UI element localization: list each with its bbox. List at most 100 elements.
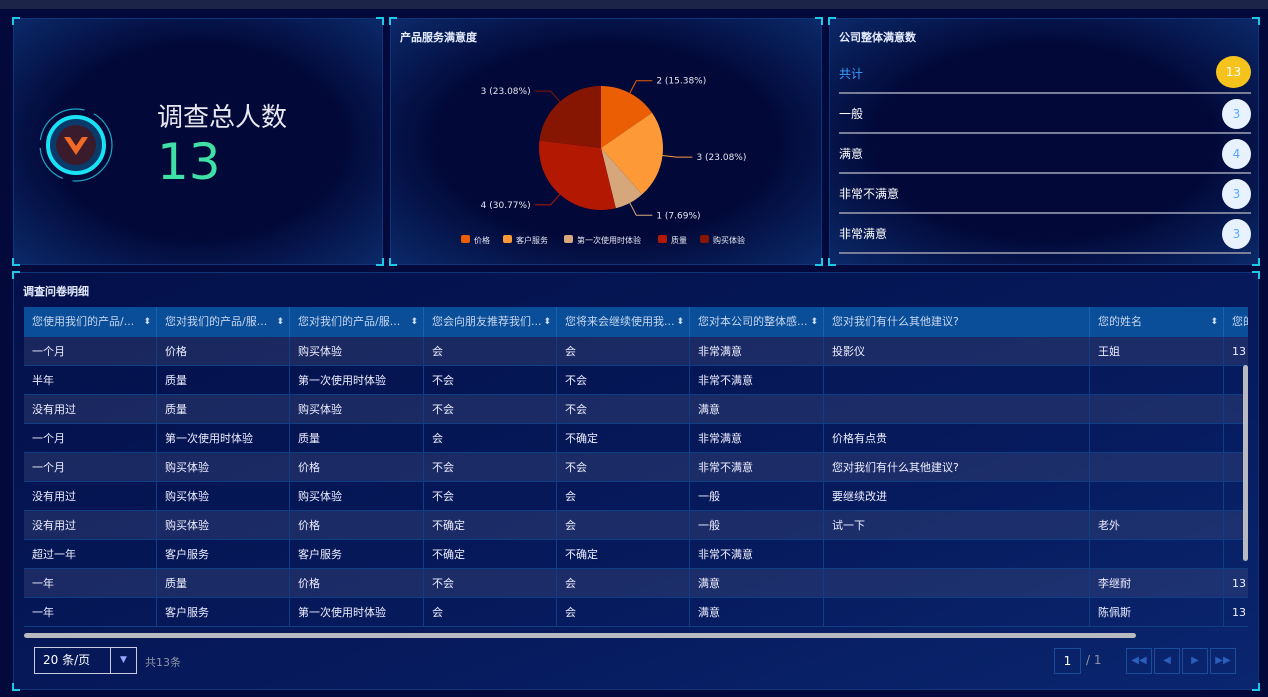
corner-decoration [1252, 258, 1260, 266]
last-page-icon[interactable]: ▶▶ [1210, 648, 1236, 674]
corner-decoration [376, 17, 384, 25]
current-page-input[interactable]: 1 [1054, 648, 1081, 674]
table-cell: 质量 [157, 395, 290, 424]
legend-swatch[interactable] [658, 235, 667, 243]
table-cell: 满意 [690, 395, 824, 424]
table-cell [824, 366, 1090, 395]
corner-decoration [828, 17, 836, 25]
pie-slice[interactable] [601, 148, 643, 209]
table-row[interactable]: 一个月 第一次使用时体验 质量会不确定 非常满意 价格有点贵 [24, 424, 1248, 453]
table-cell: 会 [557, 482, 690, 511]
page-size-value: 20 条/页 [43, 653, 91, 667]
legend-swatch[interactable] [461, 235, 470, 243]
sort-icon[interactable]: ⬍ [276, 317, 284, 327]
satisfaction-item: 非常满意 3 [839, 214, 1251, 254]
table-cell [1224, 366, 1248, 395]
table-cell: 第一次使用时体验 [290, 598, 424, 627]
next-page-icon[interactable]: ▶ [1182, 648, 1208, 674]
sort-icon[interactable]: ⬍ [1210, 317, 1218, 327]
legend-label[interactable]: 客户服务 [516, 235, 548, 245]
sort-icon[interactable]: ⬍ [676, 317, 684, 327]
table-cell [1224, 540, 1248, 569]
satisfaction-panel: 公司整体满意数 共计 13 一般 3 满意 4 非常不满意 3 非常满意 3 [828, 17, 1260, 266]
label-line [629, 202, 653, 216]
table-cell: 价格有点贵 [824, 424, 1090, 453]
table-row[interactable]: 没有用过 购买体验 价格 不确定会一般 试一下 老外 [24, 511, 1248, 540]
count-badge: 4 [1222, 139, 1251, 169]
sort-icon[interactable]: ⬍ [143, 317, 151, 327]
label-line [662, 154, 693, 158]
table-row[interactable]: 一年 客户服务 第一次使用时体验会会满意 陈佩斯 13 [24, 598, 1248, 627]
table-cell: 不会 [557, 395, 690, 424]
legend-label[interactable]: 质量 [671, 235, 687, 245]
prev-page-icon[interactable]: ◀ [1154, 648, 1180, 674]
satisfaction-item: 满意 4 [839, 134, 1251, 174]
table-row[interactable]: 没有用过 购买体验 购买体验 不会会一般 要继续改进 [24, 482, 1248, 511]
table-cell: 陈佩斯 [1090, 598, 1224, 627]
column-header[interactable]: 您对本公司的整体感... ⬍ [690, 307, 824, 337]
legend-swatch[interactable] [700, 235, 709, 243]
table-cell: 不会 [424, 366, 557, 395]
corner-decoration [376, 258, 384, 266]
satisfaction-title: 公司整体满意数 [839, 31, 916, 44]
legend-label[interactable]: 购买体验 [713, 235, 745, 245]
corner-decoration [12, 271, 20, 279]
pie-slice[interactable] [539, 86, 601, 148]
legend-swatch[interactable] [564, 235, 573, 243]
column-header[interactable]: 您对我们的产品/服... ⬍ [157, 307, 290, 337]
column-header[interactable]: 您的 [1224, 307, 1248, 337]
table-row[interactable]: 超过一年 客户服务 客户服务 不确定 不确定 非常不满意 [24, 540, 1248, 569]
column-header[interactable]: 您对我们有什么其他建议? [824, 307, 1090, 337]
table-cell: 会 [424, 598, 557, 627]
count-badge: 3 [1222, 99, 1251, 129]
horizontal-scrollbar[interactable] [24, 633, 1136, 638]
table-row[interactable]: 一年 质量 价格 不会会满意 李继耐 13 [24, 569, 1248, 598]
survey-table-panel: 调查问卷明细 您使用我们的产品/... ⬍ 您对我们的产品/服... ⬍ 您对我们的产品… [12, 271, 1260, 691]
column-header[interactable]: 您使用我们的产品/... ⬍ [24, 307, 157, 337]
table-title: 调查问卷明细 [23, 285, 89, 298]
column-header-label: 您的姓名 [1098, 315, 1142, 328]
data-label: 3 (23.08%) [481, 87, 531, 97]
column-header[interactable]: 您的姓名 ⬍ [1090, 307, 1224, 337]
pie-slice[interactable] [539, 140, 616, 211]
survey-table: 您使用我们的产品/... ⬍ 您对我们的产品/服... ⬍ 您对我们的产品/服... ⬍ 您… [24, 307, 1248, 633]
satisfaction-label: 一般 [839, 107, 864, 121]
legend-label[interactable]: 第一次使用时体验 [577, 235, 641, 245]
table-cell [1090, 453, 1224, 482]
column-header[interactable]: 您会向朋友推荐我们... ⬍ [424, 307, 557, 337]
table-row[interactable]: 一个月 购买体验 价格 不会 不会 非常不满意 您对我们有什么其他建议? [24, 453, 1248, 482]
table-row[interactable]: 半年 质量 第一次使用时体验 不会 不会 非常不满意 [24, 366, 1248, 395]
legend-swatch[interactable] [503, 235, 512, 243]
column-header-label: 您会向朋友推荐我们... [432, 315, 542, 328]
column-header[interactable]: 您对我们的产品/服... ⬍ [290, 307, 424, 337]
corner-decoration [389, 258, 397, 266]
chevron-down-icon[interactable]: ▼ [110, 648, 136, 673]
table-cell: 不确定 [424, 540, 557, 569]
pie-slice[interactable] [601, 86, 653, 148]
table-row[interactable]: 一个月 价格 购买体验会会非常满意 投影仪 王姐 13 [24, 337, 1248, 366]
sort-icon[interactable]: ⬍ [543, 317, 551, 327]
column-header[interactable]: 您将来会继续使用我... ⬍ [557, 307, 690, 337]
pie-slice[interactable] [601, 112, 663, 195]
legend-label[interactable]: 价格 [474, 235, 490, 245]
page-size-select[interactable]: 20 条/页 ▼ [34, 647, 137, 674]
satisfaction-label: 共计 [839, 67, 864, 81]
table-row[interactable]: 没有用过 质量 购买体验 不会 不会 满意 [24, 395, 1248, 424]
count-badge: 3 [1222, 219, 1251, 249]
sort-icon[interactable]: ⬍ [410, 317, 418, 327]
summary-label: 调查总人数 [157, 103, 288, 133]
table-cell: 不会 [424, 395, 557, 424]
data-label: 4 (30.77%) [481, 201, 531, 211]
table-cell [1224, 424, 1248, 453]
table-cell [1090, 482, 1224, 511]
table-cell: 第一次使用时体验 [157, 424, 290, 453]
satisfaction-label: 满意 [839, 147, 864, 161]
sort-icon[interactable]: ⬍ [810, 317, 818, 327]
vertical-scrollbar[interactable] [1243, 365, 1248, 561]
logo-ring-icon [39, 108, 113, 182]
table-cell: 价格 [290, 511, 424, 540]
first-page-icon[interactable]: ◀◀ [1126, 648, 1152, 674]
table-cell [1090, 366, 1224, 395]
table-cell: 一个月 [24, 337, 157, 366]
table-cell: 购买体验 [290, 337, 424, 366]
